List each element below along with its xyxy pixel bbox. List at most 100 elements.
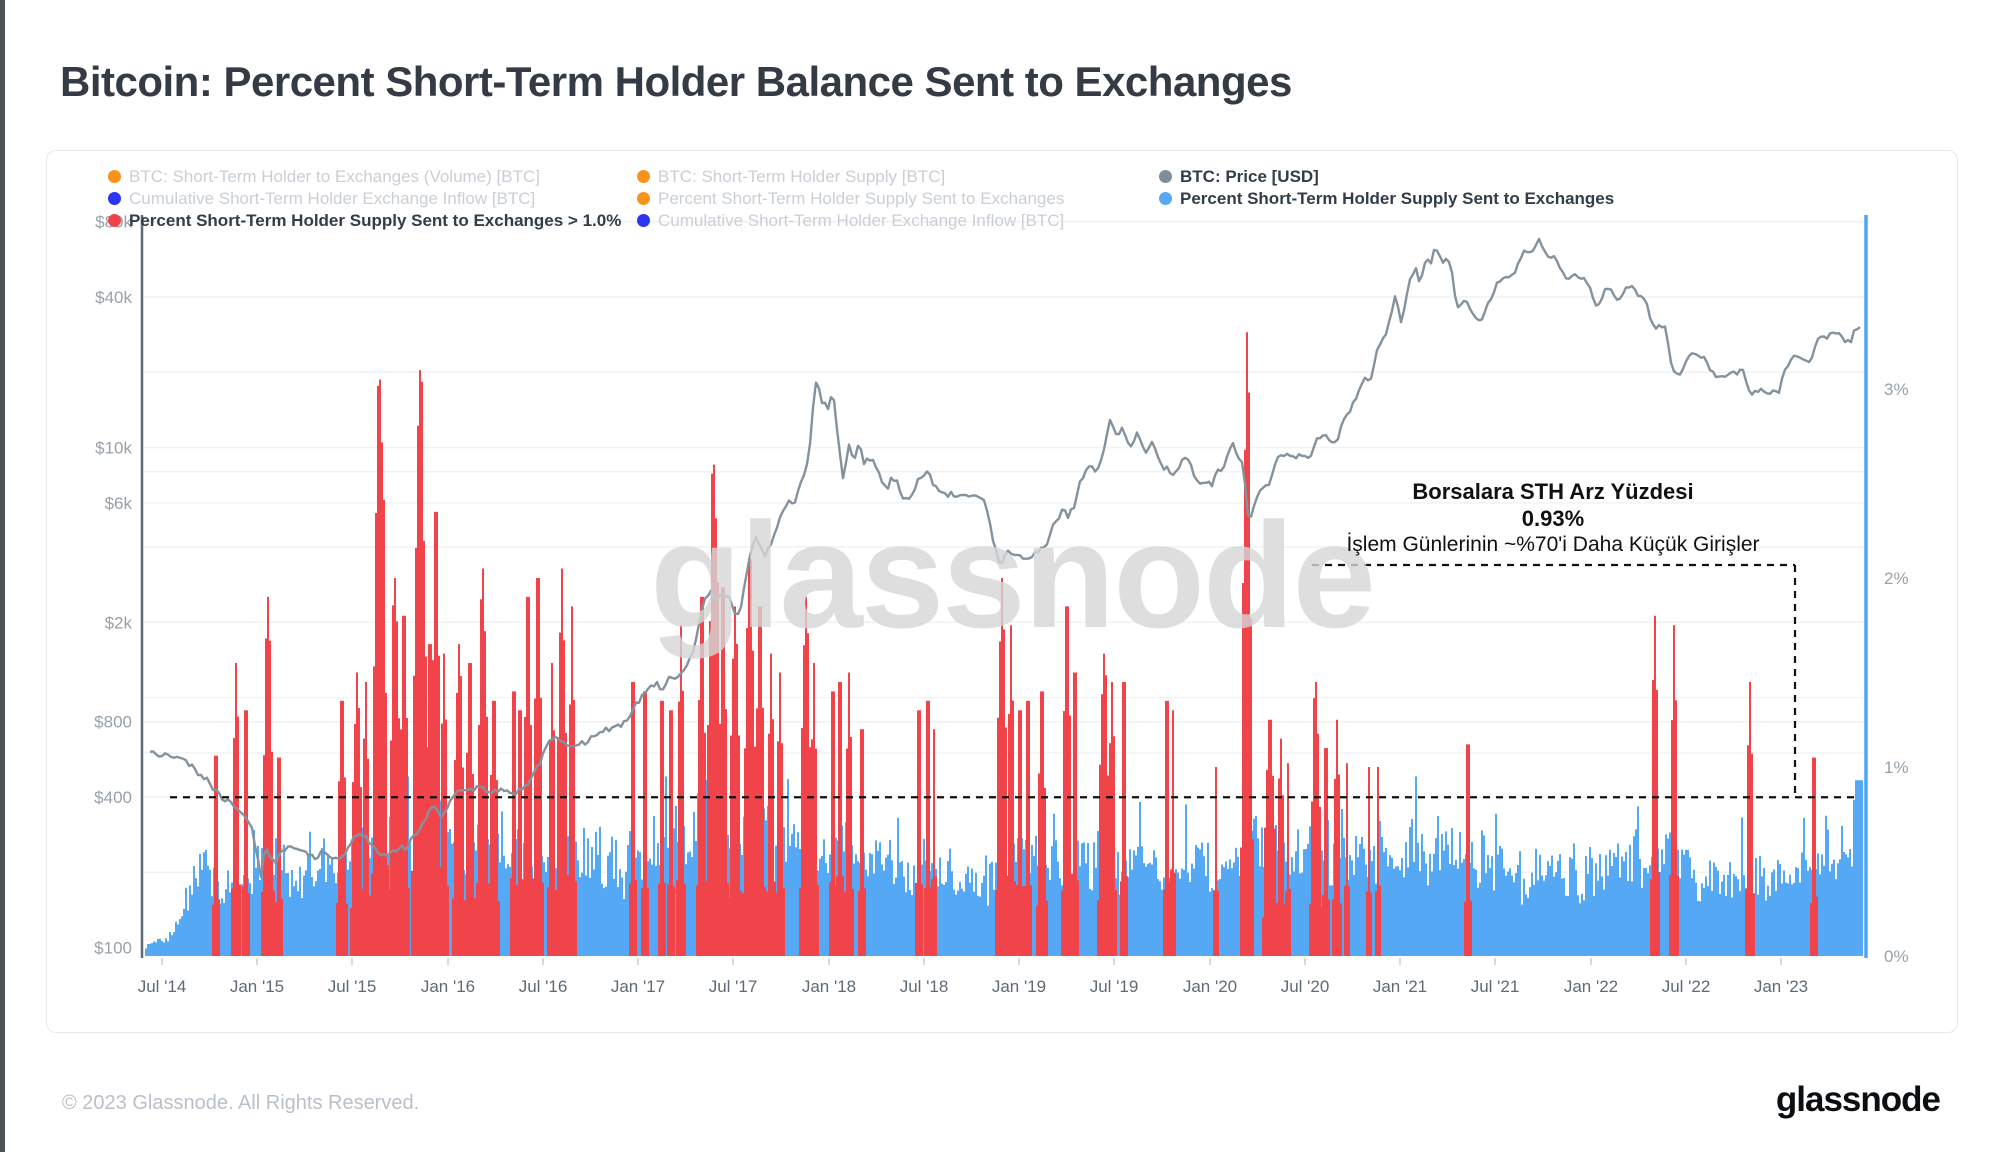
legend-item[interactable]: Cumulative Short-Term Holder Exchange In… [108,189,535,209]
bar-pct-sent [1393,868,1395,956]
bar-pct-sent [1387,866,1389,956]
bar-pct-sent-gt1 [1650,879,1652,956]
annotation-title: Borsalara STH Arz Yüzdesi [1412,479,1694,504]
legend-item[interactable]: Percent Short-Term Holder Supply Sent to… [637,189,1064,209]
bar-pct-sent-gt1 [1309,903,1311,956]
bar-pct-sent [175,921,177,956]
bar-pct-sent-gt1 [1326,748,1328,956]
bar-pct-sent [883,870,885,956]
bar-pct-sent [1233,862,1235,956]
bar-pct-sent [1573,843,1575,956]
legend-dot-icon [637,170,650,183]
bar-pct-sent-gt1 [715,518,717,956]
bar-pct-sent [203,852,205,956]
bar-pct-sent [1189,881,1191,956]
bar-pct-sent [187,910,189,956]
legend-item[interactable]: Percent Short-Term Holder Supply Sent to… [1159,189,1614,209]
bar-pct-sent-gt1 [557,737,559,956]
bar-pct-sent-gt1 [926,700,928,956]
bar-pct-sent [1859,780,1861,956]
bar-pct-sent [585,875,587,956]
bar-pct-sent [1635,829,1637,956]
bar-pct-sent [1307,843,1309,956]
bar-pct-sent-gt1 [997,717,999,956]
bar-pct-sent [785,861,787,956]
bar-pct-sent [1361,837,1363,956]
bar-pct-sent-gt1 [400,729,402,956]
bar-pct-sent [599,826,601,956]
bar-pct-sent-gt1 [392,605,394,956]
bar-pct-sent [333,873,335,956]
bar-pct-sent-gt1 [758,606,760,956]
bar-pct-sent [1599,854,1601,956]
bar-pct-sent-gt1 [658,883,660,956]
bar-pct-sent [823,839,825,956]
bar-pct-sent [581,872,583,956]
bar-pct-sent [159,938,161,956]
bar-pct-sent-gt1 [447,885,449,956]
bar-pct-sent [611,836,613,956]
bar-pct-sent-gt1 [1753,893,1755,956]
legend-item[interactable]: BTC: Short-Term Holder to Exchanges (Vol… [108,167,540,187]
bar-pct-sent [1413,861,1415,956]
bar-pct-sent-gt1 [696,885,698,956]
x-tick-label: Jul '16 [519,977,568,996]
bar-pct-sent-gt1 [377,385,379,956]
legend-item[interactable]: BTC: Price [USD] [1159,167,1319,187]
bar-pct-sent-gt1 [424,896,426,956]
bar-pct-sent-gt1 [1038,773,1040,956]
y-left-tick: $6k [105,494,133,513]
bar-pct-sent [1551,855,1553,956]
bar-pct-sent [1491,856,1493,956]
bar-pct-sent [1383,852,1385,956]
bar-pct-sent [1785,882,1787,956]
bar-pct-sent [1439,870,1441,956]
bar-pct-sent-gt1 [1109,743,1111,956]
bar-pct-sent [1823,865,1825,956]
bar-pct-sent-gt1 [631,681,633,956]
legend-item[interactable]: Cumulative Short-Term Holder Exchange In… [637,211,1064,231]
y-left-tick: $40k [95,288,132,307]
bar-pct-sent [1513,882,1515,956]
legend-item[interactable]: Percent Short-Term Holder Supply Sent to… [108,211,621,231]
bar-pct-sent [1533,884,1535,956]
bar-pct-sent [665,776,667,956]
bar-pct-sent [1539,854,1541,956]
legend-item-label: Cumulative Short-Term Holder Exchange In… [129,189,536,208]
bar-pct-sent-gt1 [1006,875,1008,956]
bar-pct-sent [597,854,599,956]
bar-pct-sent [791,834,793,956]
bar-pct-sent-gt1 [363,738,365,956]
bar-pct-sent [1801,852,1803,956]
bar-pct-sent [257,845,259,956]
y-right-tick: 1% [1884,758,1909,777]
bar-pct-sent-gt1 [709,621,711,956]
y-right-tick: 3% [1884,380,1909,399]
bar-pct-sent [1589,846,1591,956]
bar-pct-sent [1261,827,1263,956]
bar-pct-sent [251,893,253,956]
bar-pct-sent-gt1 [488,901,490,956]
bar-pct-sent-gt1 [212,904,214,956]
bar-pct-sent [1141,846,1143,956]
bar-pct-sent [1461,862,1463,956]
bar-pct-sent-gt1 [540,697,542,956]
bar-pct-sent [1401,858,1403,956]
legend-item[interactable]: BTC: Short-Term Holder Supply [BTC] [637,167,945,187]
bar-pct-sent [1221,864,1223,956]
bar-pct-sent [1767,885,1769,956]
bar-pct-sent-gt1 [1063,711,1065,956]
bar-pct-sent [577,860,579,956]
bar-pct-sent [319,868,321,956]
bar-pct-sent [1153,850,1155,956]
bar-pct-sent [1523,878,1525,956]
bar-pct-sent [1625,852,1627,956]
bar-pct-sent-gt1 [398,889,400,956]
bar-pct-sent-gt1 [1069,715,1071,956]
bar-pct-sent [227,870,229,956]
bar-pct-sent-gt1 [338,781,340,956]
bar-pct-sent [789,845,791,956]
bar-pct-sent-gt1 [779,672,781,956]
bar-pct-sent [1059,878,1061,956]
